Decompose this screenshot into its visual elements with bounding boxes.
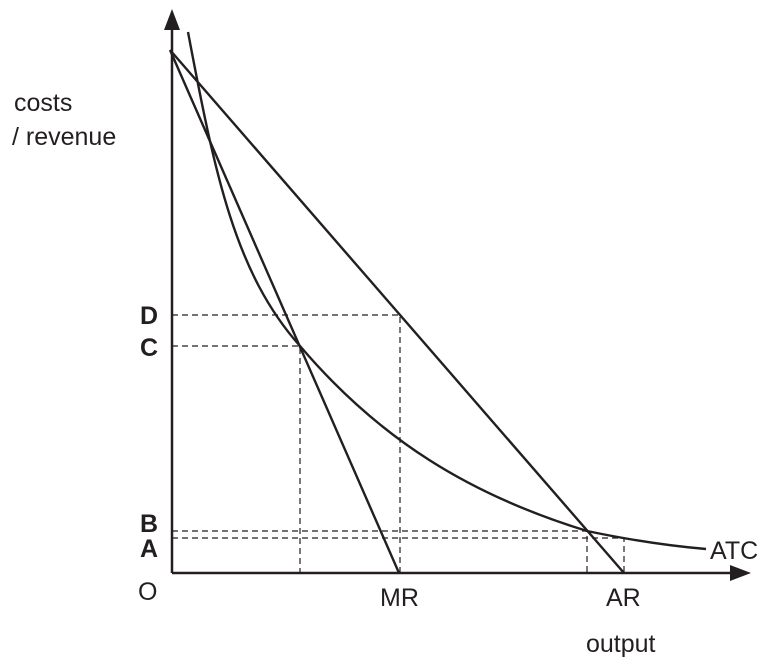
level-label-b: B [140,510,158,538]
ar-label: AR [606,584,641,612]
level-label-c: C [140,334,158,362]
guide-b [172,530,588,573]
ar-curve [169,49,625,574]
level-label-a: A [140,535,158,563]
y-axis-title-line1: costs [14,89,72,117]
origin-label: O [138,578,157,606]
mr-curve [168,49,401,574]
y-axis-title-line2: / revenue [12,123,116,151]
x-axis-title: output [586,630,656,657]
guide-d [172,314,401,573]
mr-label: MR [380,584,419,612]
level-label-d: D [140,302,158,330]
guide-c [172,345,301,573]
y-axis-arrowhead [164,9,180,30]
atc-label: ATC [710,537,758,565]
atc-curve [186,31,707,551]
x-axis-arrowhead [730,565,751,581]
